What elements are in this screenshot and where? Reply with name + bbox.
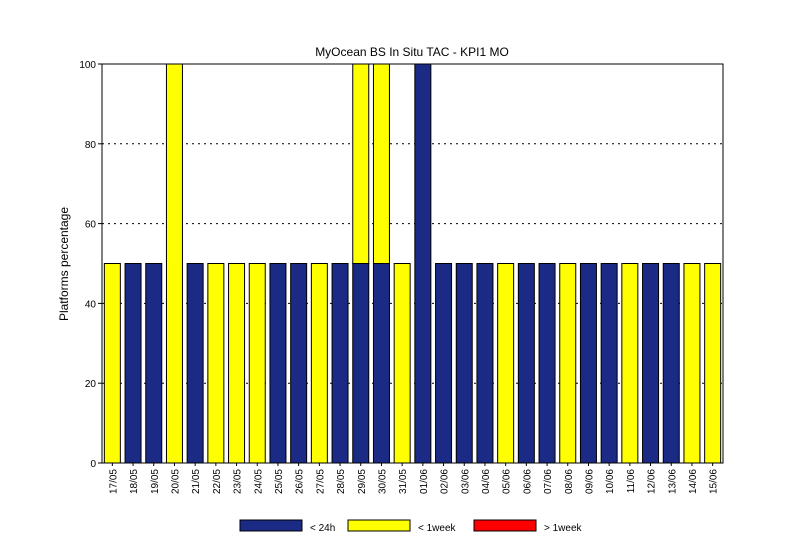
bar-18-05-series-0 <box>124 263 142 464</box>
bar-14-06-series-1 <box>683 263 701 464</box>
x-tick-label: 01/06 <box>419 469 430 494</box>
x-tick-label: 23/05 <box>233 469 244 494</box>
y-axis-label: Platforms percentage <box>57 207 71 321</box>
bar-17-05-series-1 <box>103 263 121 464</box>
y-tick-label: 100 <box>79 60 96 71</box>
bar-25-05-series-0 <box>269 263 287 464</box>
x-tick-label: 17/05 <box>108 469 119 494</box>
legend-label-1: < 1week <box>418 523 457 534</box>
legend-swatch-0 <box>239 519 303 532</box>
axes: 0 20 40 60 80 100 17/05 18/05 19/05 20/05 21/05 22/… <box>79 60 724 494</box>
bar-07-06-series-0 <box>538 263 556 464</box>
bar-06-06-series-0 <box>517 263 535 464</box>
bar-11-06-series-1 <box>621 263 639 464</box>
y-tick-label: 40 <box>85 299 97 310</box>
gridlines <box>102 143 723 384</box>
x-tick-label: 29/05 <box>357 469 368 494</box>
y-tick-label: 60 <box>85 220 97 231</box>
bar-03-06-series-0 <box>455 263 473 464</box>
x-tick-label: 06/06 <box>522 469 533 494</box>
x-tick-label: 30/05 <box>377 469 388 494</box>
bar-29-05-series-0 <box>352 263 370 464</box>
bar-13-06-series-0 <box>662 263 680 464</box>
x-tick-label: 11/06 <box>626 469 637 494</box>
bar-08-06-series-1 <box>559 263 577 464</box>
legend-label-2: > 1week <box>544 523 583 534</box>
bar-20-05-series-1 <box>165 63 183 464</box>
legend-swatch-2 <box>473 519 537 532</box>
x-tick-label: 26/05 <box>295 469 306 494</box>
bars <box>103 63 722 464</box>
bar-29-05-series-1 <box>352 63 370 264</box>
x-tick-label: 12/06 <box>647 469 658 494</box>
y-tick-label: 80 <box>85 140 97 151</box>
bar-24-05-series-1 <box>248 263 266 464</box>
x-tick-label: 28/05 <box>336 469 347 494</box>
x-tick-label: 08/06 <box>564 469 575 494</box>
x-tick-label: 20/05 <box>170 469 181 494</box>
bar-02-06-series-0 <box>435 263 453 464</box>
x-tick-label: 18/05 <box>129 469 140 494</box>
x-tick-label: 25/05 <box>274 469 285 494</box>
bar-12-06-series-0 <box>642 263 660 464</box>
y-tick-label: 0 <box>90 459 96 470</box>
bar-01-06-series-0 <box>414 63 432 464</box>
x-tick-label: 15/06 <box>709 469 720 494</box>
x-tick-label: 31/05 <box>398 469 409 494</box>
legend-label-0: < 24h <box>310 523 335 534</box>
x-tick-label: 03/06 <box>460 469 471 494</box>
x-tick-label: 07/06 <box>543 469 554 494</box>
chart-title: MyOcean BS In Situ TAC - KPI1 MO <box>315 45 509 59</box>
x-tick-label: 27/05 <box>315 469 326 494</box>
bar-05-06-series-1 <box>497 263 515 464</box>
bar-31-05-series-1 <box>393 263 411 464</box>
bar-09-06-series-0 <box>579 263 597 464</box>
x-tick-label: 04/06 <box>481 469 492 494</box>
legend-swatch-1 <box>347 519 411 532</box>
x-tick-label: 22/05 <box>212 469 223 494</box>
bar-26-05-series-0 <box>290 263 308 464</box>
x-tick-label: 21/05 <box>191 469 202 494</box>
x-tick-label: 10/06 <box>605 469 616 494</box>
x-tick-label: 09/06 <box>584 469 595 494</box>
bar-27-05-series-1 <box>310 263 328 464</box>
bar-10-06-series-0 <box>600 263 618 464</box>
plot-frame <box>101 63 724 464</box>
x-tick-label: 13/06 <box>667 469 678 494</box>
x-tick-label: 14/06 <box>688 469 699 494</box>
bar-30-05-series-1 <box>372 63 390 264</box>
x-tick-label: 24/05 <box>253 469 264 494</box>
x-tick-label: 02/06 <box>440 469 451 494</box>
bar-04-06-series-0 <box>476 263 494 464</box>
x-tick-label: 19/05 <box>150 469 161 494</box>
bar-30-05-series-0 <box>372 263 390 464</box>
bar-28-05-series-0 <box>331 263 349 464</box>
y-tick-label: 20 <box>85 379 97 390</box>
x-tick-label: 05/06 <box>502 469 513 494</box>
bar-19-05-series-0 <box>145 263 163 464</box>
bar-22-05-series-1 <box>207 263 225 464</box>
bar-23-05-series-1 <box>228 263 246 464</box>
legend: < 24h < 1week > 1week <box>239 519 583 534</box>
bar-21-05-series-0 <box>186 263 204 464</box>
bar-15-06-series-1 <box>704 263 722 464</box>
